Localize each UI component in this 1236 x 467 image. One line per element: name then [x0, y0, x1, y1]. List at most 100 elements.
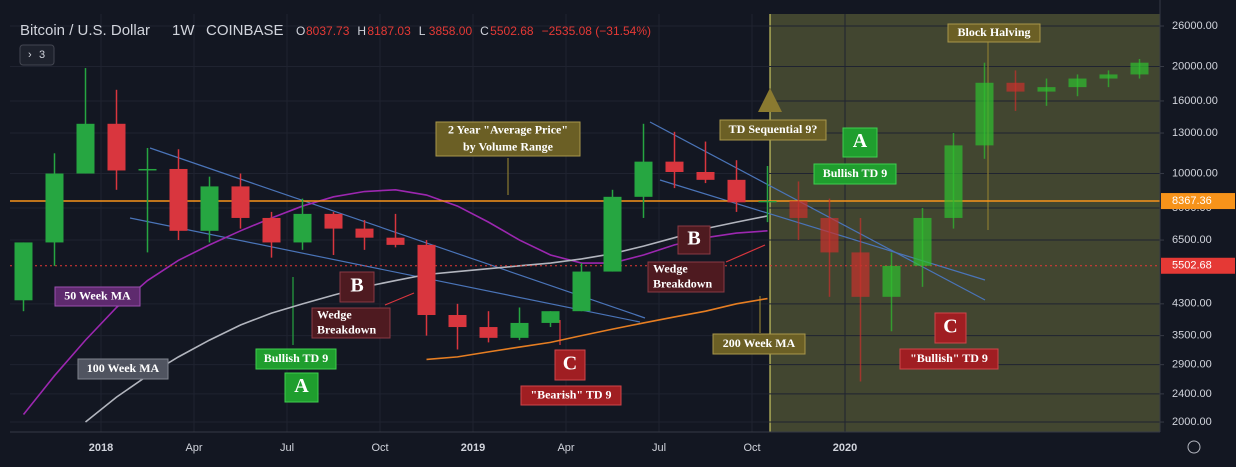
warning-icon	[758, 88, 782, 112]
annotation-box	[899, 348, 999, 370]
candle-body	[324, 213, 343, 229]
annotation-box	[520, 385, 622, 406]
price-label: 8367.36	[1172, 195, 1212, 207]
candle-body	[1099, 74, 1118, 79]
y-tick-label: 4300.00	[1172, 298, 1212, 310]
annotation-text: Bullish TD 9	[823, 166, 887, 180]
candle-body	[262, 217, 281, 243]
price-label-bg	[1161, 257, 1235, 274]
candle-body	[541, 311, 560, 323]
y-tick-label: 2900.00	[1172, 359, 1212, 371]
x-tick-label: Jul	[280, 442, 294, 454]
x-tick-label: 2020	[833, 442, 857, 454]
x-tick-label: 2018	[89, 442, 113, 454]
indicator-toggle[interactable]	[19, 44, 55, 66]
candle-body	[14, 242, 33, 301]
candle-body	[355, 228, 374, 238]
candle-body	[138, 168, 157, 171]
candle-body	[851, 252, 870, 297]
candle-body	[913, 217, 932, 266]
annotation-box	[947, 23, 1041, 43]
candle-body	[789, 201, 808, 218]
candle-body	[107, 123, 126, 171]
annotation-box	[719, 119, 827, 141]
annotation-box	[255, 348, 337, 370]
annotation-text: Wedge	[653, 261, 688, 275]
x-tick-label: 2019	[461, 442, 485, 454]
annotation-text: Block Halving	[957, 25, 1030, 39]
y-tick-label: 6500.00	[1172, 234, 1212, 246]
indicator-count: 3	[39, 49, 45, 61]
annotation-text: B	[350, 275, 363, 297]
ohlc-key: H	[357, 24, 366, 38]
y-tick-label: 2000.00	[1172, 416, 1212, 428]
moving-average	[22, 188, 768, 416]
annotation-text: Wedge	[317, 307, 352, 321]
annotation-text: Breakdown	[653, 276, 712, 290]
settings-icon[interactable]	[1187, 440, 1201, 454]
annotation-box	[311, 307, 391, 339]
ohlc-value: 5502.68	[490, 24, 534, 38]
annotation-text: 200 Week MA	[723, 336, 796, 350]
trend-line	[129, 217, 641, 323]
candle-body	[696, 171, 715, 180]
symbol: Bitcoin / U.S. Dollar	[20, 22, 150, 39]
annotation-text: 100 Week MA	[87, 361, 160, 375]
annotation-text: A	[294, 375, 309, 397]
y-tick-label: 26000.00	[1172, 20, 1218, 32]
candle-body	[45, 173, 64, 243]
annotation-text: by Volume Range	[463, 139, 554, 153]
annotation-box	[677, 225, 711, 255]
candle-body	[1130, 62, 1149, 75]
annotation-text: TD Sequential 9?	[729, 122, 818, 136]
candle-body	[634, 161, 653, 197]
y-tick-label: 20000.00	[1172, 60, 1218, 72]
candle-body	[944, 145, 963, 218]
y-tick-label: 10000.00	[1172, 167, 1218, 179]
candle-body	[820, 217, 839, 253]
candle-body	[76, 123, 95, 174]
annotation-text: "Bullish" TD 9	[910, 351, 988, 365]
x-tick-label: Jul	[652, 442, 666, 454]
candle-body	[758, 201, 777, 203]
candle-body	[417, 244, 436, 316]
x-tick-label: Oct	[371, 442, 388, 454]
time-axis-bg	[0, 432, 1160, 467]
ohlc-key: L	[419, 24, 426, 38]
ohlc-value: 3858.00	[429, 24, 473, 38]
candle-body	[169, 168, 188, 231]
annotation-box	[934, 312, 967, 344]
annotation-text: Bullish TD 9	[264, 351, 328, 365]
candle-body	[200, 186, 219, 231]
y-tick-label: 3500.00	[1172, 330, 1212, 342]
candle-body	[386, 237, 405, 245]
annotation-text: 2 Year "Average Price"	[448, 122, 568, 136]
price-axis-bg	[1160, 0, 1236, 467]
annotation-box	[813, 163, 897, 185]
annotation-box	[339, 271, 375, 303]
trend-line	[149, 147, 646, 319]
annotation-box	[842, 127, 878, 158]
annotation-text: A	[853, 130, 868, 152]
ohlc-value: 8187.03	[367, 24, 411, 38]
arrow	[725, 244, 766, 263]
candle-body	[1006, 82, 1025, 92]
candle-body	[479, 327, 498, 338]
price-label-bg	[1161, 193, 1235, 210]
y-tick-label: 2400.00	[1172, 388, 1212, 400]
candle-body	[448, 315, 467, 328]
candle-body	[975, 82, 994, 146]
arrow	[384, 292, 415, 306]
candle-body	[727, 179, 746, 203]
exchange: COINBASE	[206, 22, 284, 39]
annotation-text: 50 Week MA	[64, 288, 131, 302]
candle-body	[1037, 87, 1056, 92]
ohlc-value: 8037.73	[306, 24, 350, 38]
candle-body	[1068, 78, 1087, 88]
x-tick-label: Apr	[185, 442, 202, 454]
candle-body	[510, 322, 529, 338]
ohlc-key: C	[480, 24, 489, 38]
candle-body	[572, 271, 591, 312]
annotation-box	[435, 121, 581, 157]
